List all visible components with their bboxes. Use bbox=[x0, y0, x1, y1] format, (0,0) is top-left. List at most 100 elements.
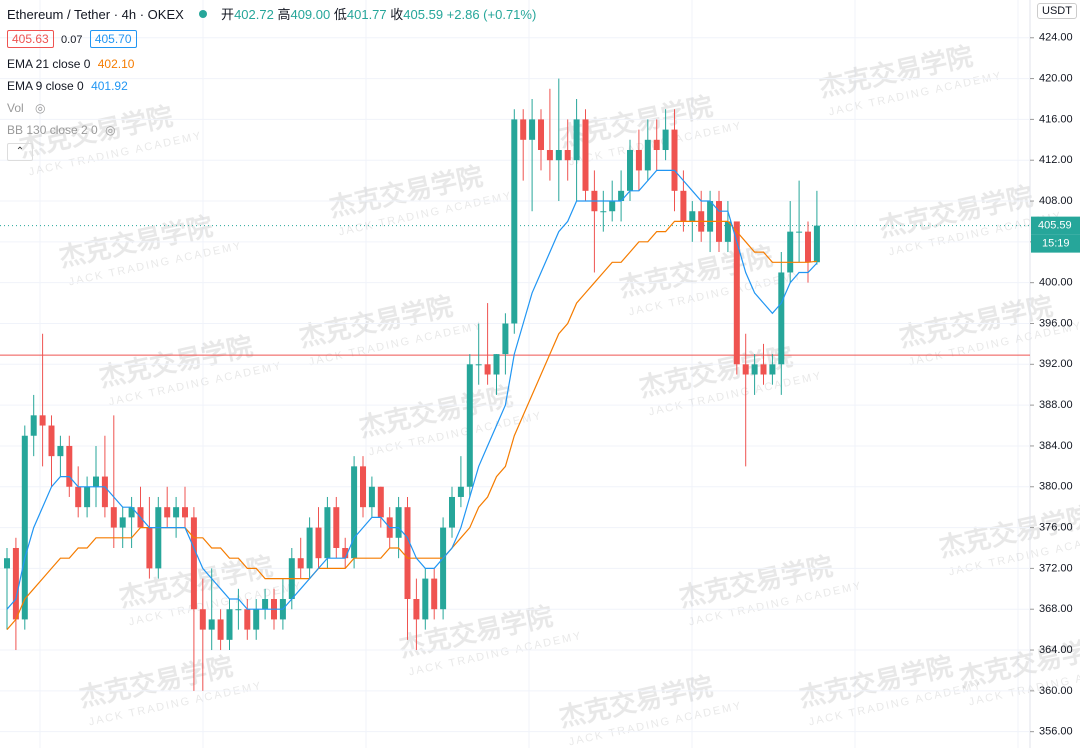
ema-line bbox=[6, 220, 817, 630]
y-tick-label: 380.00 bbox=[1039, 481, 1073, 493]
candle-body bbox=[475, 364, 482, 366]
indicator[interactable]: BB 130 close 2 0 ◎ bbox=[7, 123, 116, 137]
bid[interactable]: 405.63 bbox=[7, 30, 54, 48]
candle-body bbox=[724, 221, 731, 242]
y-tick-label: 388.00 bbox=[1039, 399, 1073, 411]
candle-body bbox=[235, 609, 242, 611]
candle-body bbox=[217, 619, 224, 640]
y-tick-label: 392.00 bbox=[1039, 358, 1073, 370]
candle-body bbox=[769, 364, 776, 375]
header: Ethereum / Tether · 4h · OKEX 开402.72 高 4… bbox=[7, 4, 536, 23]
candle-body bbox=[101, 476, 108, 508]
candle-body bbox=[404, 507, 411, 600]
indicator-name: BB 130 close 2 0 bbox=[7, 123, 98, 137]
candle-body bbox=[484, 364, 491, 375]
status-dot bbox=[199, 10, 208, 18]
candle-body bbox=[511, 119, 518, 324]
candle-body bbox=[12, 547, 19, 620]
candle-body bbox=[546, 150, 553, 161]
candle-body bbox=[422, 578, 429, 620]
ohlc-label: 收 bbox=[390, 7, 404, 22]
indicator[interactable]: EMA 21 close 0 402.10 bbox=[7, 57, 134, 71]
candle-body bbox=[538, 119, 544, 151]
candle-body bbox=[440, 527, 447, 610]
candle-body bbox=[671, 129, 678, 191]
candle-body bbox=[502, 323, 509, 355]
candle-body bbox=[128, 507, 135, 518]
last-price-tag bbox=[1031, 216, 1080, 235]
candle-body bbox=[662, 129, 669, 151]
candle-body bbox=[351, 466, 358, 559]
candle-body bbox=[66, 445, 73, 487]
candle-body bbox=[306, 527, 313, 569]
hidden-icon[interactable]: ◎ bbox=[105, 123, 116, 137]
candle-body bbox=[30, 415, 37, 436]
candle-body bbox=[796, 231, 803, 233]
candle-body bbox=[368, 486, 375, 508]
candle-body bbox=[751, 364, 758, 375]
candle-body bbox=[760, 364, 767, 375]
candle-body bbox=[742, 364, 749, 375]
indicator[interactable]: EMA 9 close 0 401.92 bbox=[7, 79, 128, 93]
candle-body bbox=[262, 599, 269, 610]
candle-body bbox=[324, 507, 331, 559]
y-tick-label: 356.00 bbox=[1039, 726, 1073, 738]
ask[interactable]: 405.70 bbox=[89, 30, 137, 48]
candle-body bbox=[805, 231, 811, 263]
y-tick-label: 368.00 bbox=[1039, 603, 1073, 615]
ohlc-value: 405.59 bbox=[403, 7, 444, 22]
candle-body bbox=[689, 211, 696, 222]
candle-body bbox=[315, 527, 322, 559]
candle-body bbox=[4, 558, 10, 569]
candle-body bbox=[333, 507, 340, 548]
last-price-label: 405.59 bbox=[1038, 220, 1072, 232]
y-tick-label: 372.00 bbox=[1039, 562, 1073, 574]
hidden-icon[interactable]: ◎ bbox=[35, 101, 46, 115]
candle-body bbox=[173, 507, 180, 518]
candle-body bbox=[199, 609, 206, 630]
symbol[interactable]: Ethereum / Tether · 4h · OKEX bbox=[7, 7, 184, 22]
candle-body bbox=[342, 547, 349, 559]
currency[interactable]: USDT bbox=[1037, 3, 1077, 19]
ohlc-label: 高 bbox=[277, 7, 291, 22]
candle-body bbox=[431, 578, 438, 610]
candle-body bbox=[707, 201, 714, 232]
candle-body bbox=[466, 364, 473, 487]
y-tick-label: 400.00 bbox=[1039, 277, 1073, 289]
candle-body bbox=[733, 221, 740, 365]
candle-body bbox=[39, 415, 46, 426]
candle-body bbox=[360, 466, 366, 508]
candle-body bbox=[164, 507, 171, 518]
ohlc-value: 402.72 bbox=[234, 7, 274, 22]
indicator[interactable]: Vol ◎ bbox=[7, 101, 46, 115]
y-tick-label: 416.00 bbox=[1039, 113, 1073, 125]
candle-body bbox=[57, 445, 64, 457]
indicator-name: EMA 9 close 0 bbox=[7, 79, 84, 93]
candle-body bbox=[600, 211, 607, 213]
candle-body bbox=[93, 476, 99, 487]
collapse-button[interactable]: ⌃ bbox=[7, 143, 33, 161]
candle-body bbox=[155, 507, 162, 569]
ema-line bbox=[6, 169, 818, 610]
candle-body bbox=[110, 507, 117, 528]
candle-body bbox=[21, 435, 28, 620]
candle-body bbox=[119, 517, 126, 528]
candle-body bbox=[644, 139, 651, 171]
candle-body bbox=[778, 272, 785, 365]
candle-body bbox=[493, 354, 500, 375]
candle-body bbox=[84, 486, 91, 508]
quote: 405.63 0.07 405.70 bbox=[7, 30, 137, 48]
y-tick-label: 360.00 bbox=[1039, 685, 1073, 697]
y-tick-label: 376.00 bbox=[1039, 521, 1073, 533]
ohlc-label: 开 bbox=[221, 7, 235, 22]
